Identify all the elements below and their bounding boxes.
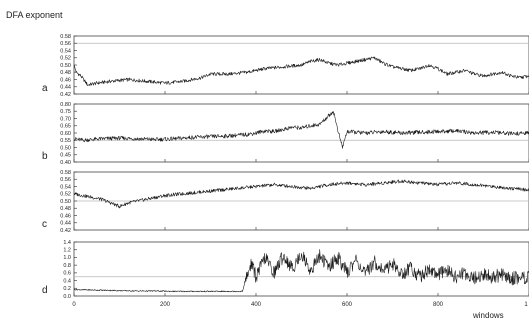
y-tick-label: 0.50 <box>60 63 71 69</box>
x-tick-label: 400 <box>251 302 262 308</box>
panel-b: 0.400.45 0.500.550.600.65 0.700.750.80 b <box>42 102 529 166</box>
panels: 0.420.440.460.480.500.520.540.560.58a0.4… <box>42 34 529 308</box>
y-tick-label: 0.44 <box>60 221 71 227</box>
y-tick-label: 0.58 <box>60 34 71 40</box>
y-tick-label: 0.54 <box>60 48 71 54</box>
y-tick-label: 0.2 <box>63 286 71 292</box>
y-tick-label: 0.42 <box>60 228 71 234</box>
y-tick-label: 0.45 <box>60 153 71 159</box>
x-tick-label: 1 <box>524 302 528 308</box>
panel-label: c <box>42 219 47 230</box>
y-tick-label: 0.0 <box>63 294 71 300</box>
series-line <box>73 56 529 87</box>
series-line <box>73 111 529 149</box>
y-tick-label: 1.4 <box>63 240 71 246</box>
y-tick-label: 0.6 <box>63 271 71 277</box>
panel-label: d <box>42 285 48 296</box>
y-tick-label: 0.4 <box>63 278 71 284</box>
y-tick-label: 0.65 <box>60 124 71 130</box>
y-tick-label: 0.48 <box>60 206 71 212</box>
y-tick-label: 1.0 <box>63 255 71 261</box>
y-tick-label: 0.55 <box>60 138 71 144</box>
y-tick-label: 0.40 <box>60 160 71 166</box>
y-tick-label: 0.60 <box>60 131 71 137</box>
panel-c: 0.420.44 0.460.480.500.52 0.540.560.58 c <box>42 170 529 234</box>
y-tick-label: 0.52 <box>60 56 71 62</box>
panel-label: a <box>42 83 48 94</box>
y-tick-label: 0.8 <box>63 263 71 269</box>
x-tick-label: 0 <box>72 302 76 308</box>
y-tick-label: 0.54 <box>60 184 71 190</box>
y-tick-label: 0.46 <box>60 213 71 219</box>
y-tick-label: 1.2 <box>63 248 71 254</box>
y-tick-label: 0.75 <box>60 109 71 115</box>
x-tick-label: 200 <box>160 302 171 308</box>
panel-a: 0.420.44 0.460.480.500.52 0.540.560.58 a <box>42 34 529 98</box>
y-tick-label: 0.58 <box>60 170 71 176</box>
plot-frame <box>73 241 529 297</box>
y-tick-label: 0.52 <box>60 192 71 198</box>
y-tick-label: 0.50 <box>60 145 71 151</box>
y-tick-label: 0.44 <box>60 85 71 91</box>
y-tick-label: 0.50 <box>60 199 71 205</box>
y-tick-label: 0.56 <box>60 177 71 183</box>
panel-d: 0.0 0.2 0.40.6 0.8 1.01.2 1.4 0 200 400 600 800 1 d <box>42 240 529 308</box>
y-tick-label: 0.80 <box>60 102 71 108</box>
series-line <box>73 179 529 209</box>
y-tick-label: 0.48 <box>60 70 71 76</box>
panel-label: b <box>42 151 48 162</box>
y-tick-label: 0.46 <box>60 77 71 83</box>
x-tick-label: 600 <box>342 302 353 308</box>
series-line <box>73 249 529 293</box>
x-axis-label: windows <box>472 311 504 320</box>
y-tick-label: 0.56 <box>60 41 71 47</box>
y-tick-label: 0.70 <box>60 116 71 122</box>
x-tick-label: 800 <box>433 302 444 308</box>
y-tick-label: 0.42 <box>60 92 71 98</box>
figure-title: DFA exponent <box>6 10 63 20</box>
